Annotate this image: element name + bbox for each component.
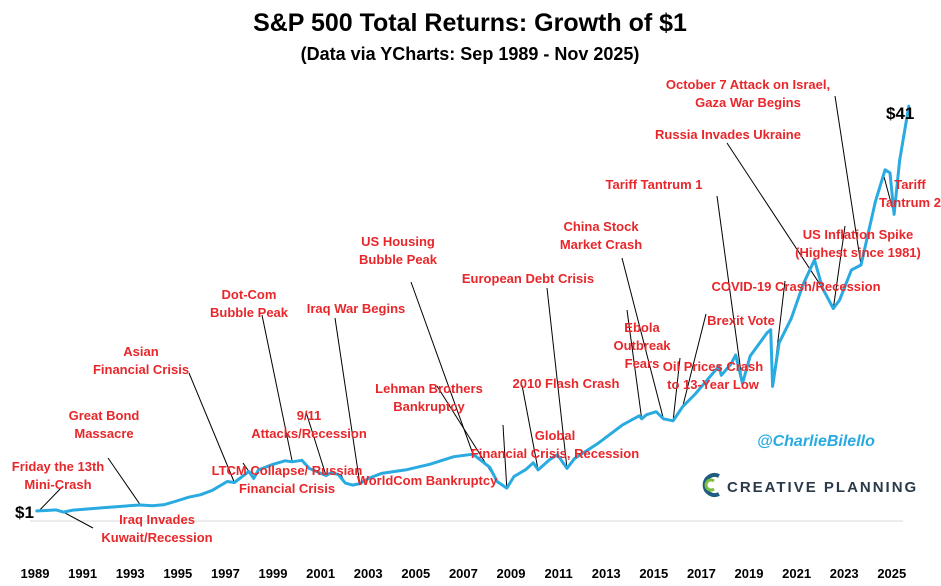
annotation-leader-line — [726, 142, 823, 289]
x-tick-label: 2001 — [306, 566, 335, 581]
annotation-leader-line — [107, 457, 141, 506]
annotation-leader-line — [621, 257, 664, 419]
annotation-leader-line — [305, 411, 327, 476]
annotation-label: European Debt Crisis — [462, 271, 594, 286]
x-tick-label: 2021 — [782, 566, 811, 581]
annotation-leaders — [38, 95, 895, 529]
annotation-label: Russia Invades Ukraine — [655, 127, 801, 142]
x-tick-label: 2015 — [639, 566, 668, 581]
creative-planning-logo-icon — [702, 473, 720, 497]
annotation-label: 9/11 Attacks/Recession — [251, 408, 367, 441]
annotation-leader-line — [334, 317, 361, 484]
annotation-label: Ebola Outbreak Fears — [613, 320, 671, 371]
x-tick-label: 2009 — [497, 566, 526, 581]
annotation-label: Great Bond Massacre — [69, 408, 140, 441]
annotations: Friday the 13th Mini-Crash Iraq Invades Kuw… — [12, 77, 941, 545]
x-tick-label: 2003 — [354, 566, 383, 581]
chart-subtitle: (Data via YCharts: Sep 1989 - Nov 2025) — [301, 44, 640, 64]
annotation-label: Brexit Vote — [707, 313, 775, 328]
annotation-leader-line — [682, 313, 707, 407]
x-tick-label: 2005 — [401, 566, 430, 581]
annotation-leader-line — [188, 372, 235, 483]
annotation-label: Lehman Brothers Bankruptcy — [375, 381, 483, 414]
annotation-label: Tariff Tantrum 2 — [879, 177, 941, 210]
chart-title: S&P 500 Total Returns: Growth of $1 — [253, 9, 687, 37]
annotation-leader-line — [410, 281, 474, 455]
annotation-label: US Inflation Spike (Highest since 1981) — [795, 227, 921, 260]
x-tick-label: 1999 — [259, 566, 288, 581]
annotation-leader-line — [832, 225, 846, 309]
x-tick-label: 1995 — [163, 566, 192, 581]
annotation-label: US Housing Bubble Peak — [359, 234, 438, 267]
series-line — [35, 104, 911, 514]
annotation-label: Global Financial Crisis, Recession — [471, 428, 639, 461]
x-tick-label: 2007 — [449, 566, 478, 581]
x-tick-label: 1991 — [68, 566, 97, 581]
annotation-label: Dot-Com Bubble Peak — [210, 287, 289, 320]
annotation-label: Iraq Invades Kuwait/Recession — [101, 512, 212, 545]
x-tick-label: 1993 — [116, 566, 145, 581]
annotation-label: China Stock Market Crash — [560, 219, 642, 252]
annotation-label: October 7 Attack on Israel, Gaza War Begi… — [666, 77, 830, 110]
annotation-label: Asian Financial Crisis — [93, 344, 189, 377]
x-tick-label: 2023 — [830, 566, 859, 581]
annotation-leader-line — [716, 195, 743, 384]
x-tick-label: 2017 — [687, 566, 716, 581]
x-tick-label: 2019 — [735, 566, 764, 581]
annotation-label: 2010 Flash Crash — [513, 376, 620, 391]
annotation-label: Oil Prices Crash to 13-Year Low — [663, 359, 763, 392]
x-tick-label: 2025 — [877, 566, 906, 581]
annotation-label: WorldCom Bankruptcy — [357, 473, 498, 488]
end-value-label: $41 — [886, 104, 914, 123]
x-tick-label: 2011 — [544, 566, 572, 581]
company-name: CREATIVE PLANNING — [727, 479, 918, 496]
annotation-leader-line — [834, 95, 862, 266]
start-value-label: $1 — [15, 503, 34, 522]
annotation-leader-line — [502, 424, 508, 489]
annotation-label: Tariff Tantrum 1 — [605, 177, 702, 192]
annotation-label: Friday the 13th Mini-Crash — [12, 459, 105, 492]
author-handle: @CharlieBilello — [757, 433, 875, 450]
annotation-leader-line — [521, 384, 539, 470]
annotation-leader-line — [261, 314, 293, 462]
x-tick-label: 1989 — [21, 566, 50, 581]
annotation-label: LTCM Collapse/ Russian Financial Crisis — [212, 463, 363, 496]
annotation-label: Iraq War Begins — [307, 301, 405, 316]
annotation-leader-line — [546, 287, 568, 469]
annotation-leader-line — [38, 485, 64, 511]
x-tick-labels: 1989 1991 1993 1995 1997 1999 2001 2003 2005 2007… — [21, 566, 907, 581]
x-tick-label: 1997 — [211, 566, 240, 581]
annotation-leader-line — [626, 309, 643, 419]
annotation-leader-line — [672, 357, 681, 421]
annotation-leader-line — [63, 511, 94, 529]
annotation-label: COVID-19 Crash/Recession — [711, 279, 880, 294]
x-tick-label: 2013 — [592, 566, 621, 581]
